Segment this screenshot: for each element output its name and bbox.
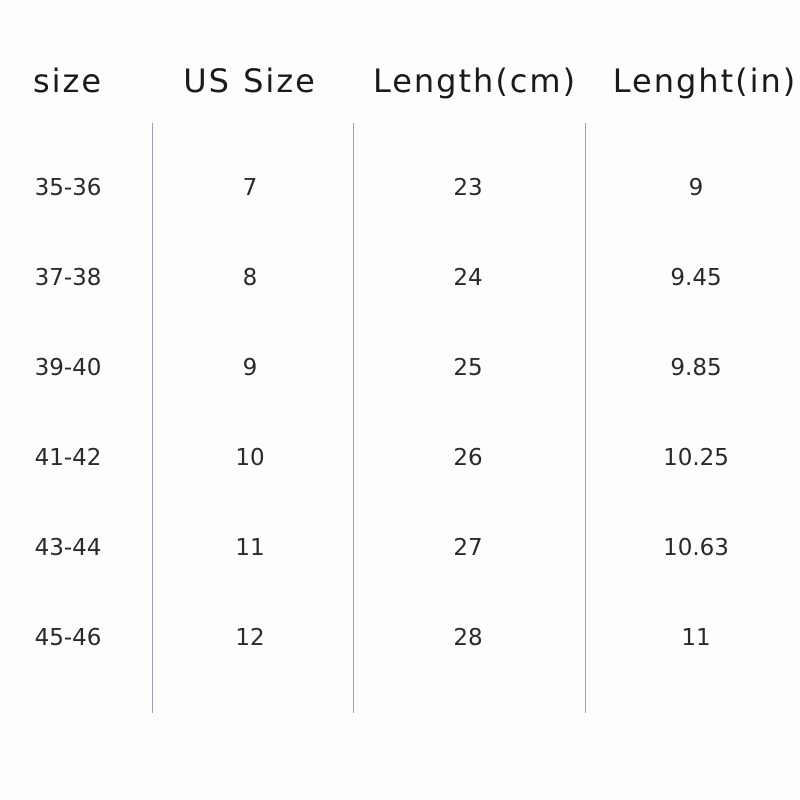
table-cell: 24	[453, 265, 483, 291]
table-cell: 10	[235, 445, 265, 471]
column-header: Length(cm)	[372, 62, 578, 100]
table-cell: 10.25	[663, 445, 729, 471]
table-cell: 35-36	[34, 175, 102, 201]
table-cell: 11	[681, 625, 711, 651]
table-cell: 28	[453, 625, 483, 651]
column-header: US Size	[183, 62, 317, 100]
table-cell: 25	[453, 355, 483, 381]
table-cell: 43-44	[34, 535, 102, 561]
table-cell: 9.45	[670, 265, 722, 291]
table-cell: 12	[235, 625, 265, 651]
table-cell: 45-46	[34, 625, 102, 651]
column-header: Lenght(in)	[612, 62, 798, 100]
table-cell: 41-42	[34, 445, 102, 471]
table-cell: 9	[242, 355, 258, 381]
column-divider	[585, 123, 586, 713]
table-cell: 9	[688, 175, 704, 201]
table-cell: 26	[453, 445, 483, 471]
table-cell: 23	[453, 175, 483, 201]
table-cell: 9.85	[670, 355, 722, 381]
table-cell: 10.63	[663, 535, 729, 561]
column-divider	[353, 123, 354, 713]
table-cell: 8	[242, 265, 258, 291]
table-cell: 7	[242, 175, 258, 201]
column-header: size	[32, 62, 104, 100]
table-cell: 11	[235, 535, 265, 561]
table-cell: 39-40	[34, 355, 102, 381]
table-cell: 27	[453, 535, 483, 561]
table-cell: 37-38	[34, 265, 102, 291]
column-divider	[152, 123, 153, 713]
